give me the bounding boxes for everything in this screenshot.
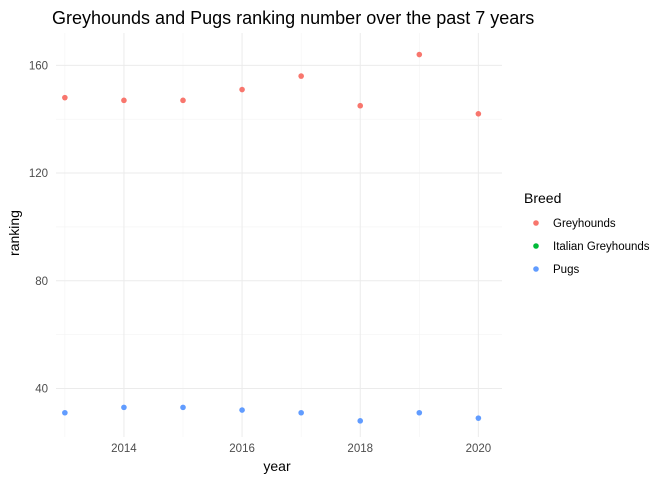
legend-key-greyhounds [533,220,539,226]
legend-items: Greyhounds Italian Greyhounds Pugs [533,218,650,276]
y-tick-label: 160 [29,60,48,72]
legend-label-greyhounds: Greyhounds [553,218,616,230]
point-pugs [62,409,68,416]
x-axis-title: year [263,458,291,474]
point-greyhounds [239,86,245,93]
x-axis-ticks: 2014 2016 2018 2020 [111,443,491,455]
x-tick-label: 2020 [466,443,492,455]
data-points [62,51,482,424]
y-tick-label: 120 [29,168,48,180]
x-tick-label: 2018 [347,443,373,455]
point-greyhounds [475,111,482,117]
y-tick-label: 80 [35,276,48,288]
legend-key-italian-greyhounds [533,243,539,249]
point-pugs [416,409,423,416]
legend-key-pugs [533,266,539,272]
point-pugs [357,418,364,424]
point-pugs [475,415,482,421]
point-pugs [121,404,127,411]
grid [56,33,502,437]
point-greyhounds [121,97,127,104]
y-tick-label: 40 [35,384,48,396]
point-pugs [180,404,186,411]
point-pugs [239,407,245,413]
point-pugs [298,409,304,416]
point-greyhounds [357,102,364,109]
point-greyhounds [298,73,304,79]
legend-title: Breed [524,190,561,206]
point-greyhounds [180,97,186,104]
chart-title: Greyhounds and Pugs ranking number over … [52,8,534,28]
point-greyhounds [62,94,68,101]
y-axis-title: ranking [6,210,22,256]
legend: Breed Greyhounds Italian Greyhounds Pugs [524,190,650,276]
x-tick-label: 2016 [229,443,255,455]
legend-label-pugs: Pugs [553,264,579,276]
x-tick-label: 2014 [111,443,137,455]
point-greyhounds [416,51,423,58]
y-axis-ticks: 40 80 120 160 [29,60,48,395]
legend-label-italian-greyhounds: Italian Greyhounds [553,241,650,253]
